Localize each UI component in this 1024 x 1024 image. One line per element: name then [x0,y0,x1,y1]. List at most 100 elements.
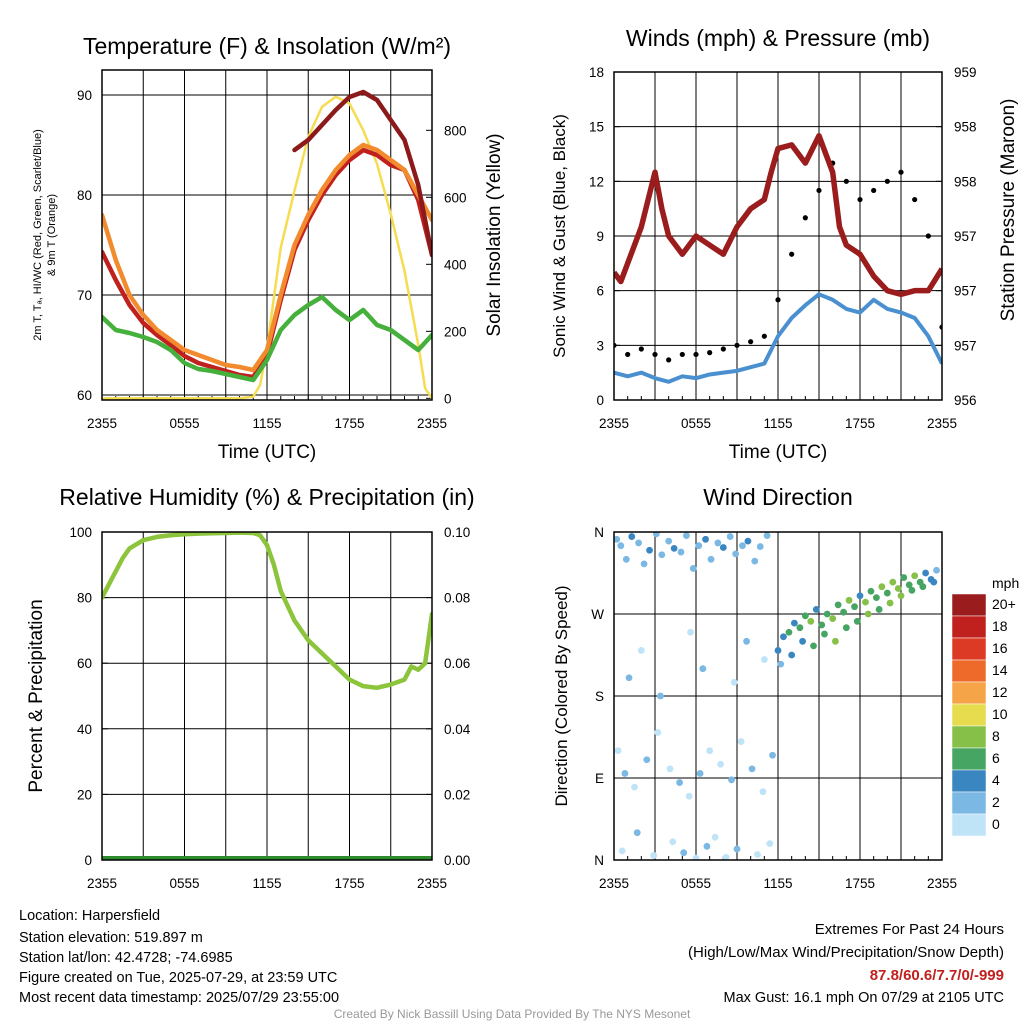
wind-gust-point [857,196,863,203]
direction-point [807,617,815,625]
direction-point [889,578,897,586]
humidity-ytick-label: 20 [77,787,92,802]
direction-point [699,665,707,673]
direction-point [677,548,685,556]
temperature-title: Temperature (F) & Insolation (W/m²) [83,33,451,59]
direction-point [683,532,690,540]
direction-xtick-label: 2355 [599,876,629,891]
winds-y2tick-label: 958 [954,120,977,135]
direction-point [685,792,693,800]
direction-point [810,642,817,650]
winds-xtick-label: 2355 [599,416,629,431]
extremes-values: 87.8/60.6/7.7/0/-999 [870,967,1004,984]
info-location: Location: Harpersfield [19,908,160,924]
direction-point [717,760,724,768]
winds-ytick-label: 9 [596,229,604,244]
direction-ytick-label: E [595,771,604,786]
wind-gust-point [679,351,685,358]
direction-point [666,765,674,773]
colorbar-label: 8 [992,728,1000,744]
direction-point [780,633,787,641]
humidity-ytick-label: 40 [77,722,92,737]
wind-gust-point [652,351,658,358]
temperature-xlabel: Time (UTC) [218,442,317,463]
direction-point [791,619,798,627]
temperature-ytick-label: 90 [77,88,92,103]
direction-point [766,840,774,847]
colorbar-swatch [951,593,987,617]
temperature-ytick-label: 70 [77,288,92,303]
direction-point [625,674,633,682]
temperature-y2tick-label: 0 [444,391,452,406]
direction-point [908,586,916,594]
wind-gust-point [775,297,781,303]
direction-point [665,537,673,545]
direction-point [703,842,711,850]
wind-speed-line [614,292,942,384]
direction-point [714,539,722,547]
humidity-series-group [102,532,432,691]
colorbar-swatch [951,747,987,771]
direction-point [719,544,727,551]
direction-point [769,751,776,759]
direction-point [812,606,820,613]
wind-gust-point [925,233,931,239]
winds-ytick-label: 15 [589,120,604,135]
direction-point [614,747,622,755]
direction-title: Wind Direction [703,484,853,510]
direction-point [733,845,741,853]
humidity-ylabel: Percent & Precipitation [26,599,47,792]
extremes-heading: Extremes For Past 24 Hours [815,921,1004,938]
direction-point [760,656,768,663]
direction-point [722,853,730,860]
direction-xtick-label: 1755 [845,876,875,891]
direction-point [669,838,677,846]
direction-point [654,729,662,736]
colorbar-label: 4 [992,772,1000,788]
direction-point [796,624,804,632]
wind-gust-point [707,350,713,356]
humidity-y2tick-label: 0.04 [444,722,471,737]
direction-point [618,847,626,855]
direction-point [774,647,782,654]
direction-point [777,660,785,668]
winds-frame [613,71,943,401]
direction-point [862,598,869,606]
winds-xtick-label: 2355 [927,416,957,431]
wind-gust-point [748,339,754,345]
direction-point [658,551,666,559]
wind-gust-point [720,346,726,352]
temperature-ytick-label: 80 [77,188,92,203]
winds-ytick-label: 12 [589,174,604,189]
direction-point [621,770,629,777]
colorbar-label: 16 [992,640,1008,656]
colorbar-label: 20+ [992,596,1016,612]
temperature-frame [101,69,433,401]
wind-gust-point [625,351,631,358]
colorbar-label: 2 [992,794,1000,810]
direction-point [614,535,621,543]
direction-point [905,581,913,589]
direction-point [754,851,761,858]
winds-ytick-label: 6 [596,284,604,299]
colorbar-swatch [951,681,987,705]
wind-gust-point [693,351,699,358]
direction-point [650,852,658,859]
colorbar-swatch [951,659,987,683]
winds-xtick-label: 0555 [681,416,711,431]
temperature-series-group [102,142,432,373]
wind-gust-point [734,342,740,348]
direction-point [702,535,709,543]
winds-y2tick-label: 957 [954,284,977,299]
direction-point [886,599,894,607]
colorbar-label: 6 [992,750,1000,766]
direction-point [633,829,641,837]
temperature-ytick-label: 60 [77,388,92,403]
temperature-y2tick-label: 400 [444,257,467,272]
humidity-ytick-label: 0 [84,853,92,868]
info-elevation: Station elevation: 519.897 m [19,930,203,946]
direction-point [756,543,764,550]
colorbar-label: 12 [992,684,1008,700]
direction-point [829,615,837,622]
wind-gust-point [666,357,672,363]
